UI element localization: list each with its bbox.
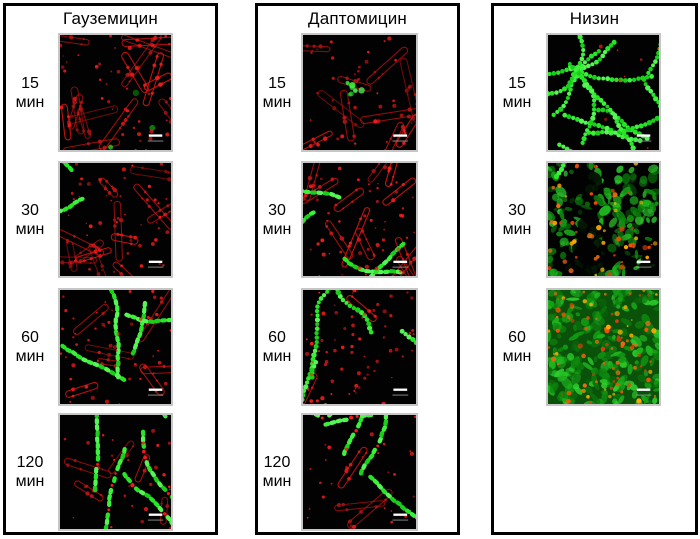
micrograph-image [60, 415, 171, 529]
panel-gausemycin: Гауземицин 15 мин 30 мин 60 мин 120 [3, 3, 218, 535]
time-unit: мин [262, 220, 292, 238]
time-unit: мин [502, 348, 532, 365]
micrograph [58, 288, 173, 406]
row-daptomycin-15min: 15 мин [258, 33, 457, 152]
time-label: 60 мин [494, 328, 540, 366]
time-label: 120 мин [6, 453, 54, 491]
time-unit: мин [262, 93, 292, 111]
time-label: 30 мин [494, 201, 540, 239]
time-value: 120 [263, 454, 291, 471]
row-gausemycin-30min: 30 мин [6, 161, 215, 278]
time-label: 30 мин [258, 201, 296, 239]
time-value: 15 [21, 74, 39, 92]
row-gausemycin-60min: 60 мин [6, 288, 215, 406]
panel-title-daptomycin: Даптомицин [307, 9, 408, 28]
time-unit: мин [15, 220, 45, 238]
micrograph-image [60, 290, 171, 404]
micrograph-image [548, 35, 659, 150]
time-value: 60 [508, 329, 526, 346]
time-unit: мин [15, 473, 45, 490]
micrograph [58, 161, 173, 278]
time-unit: мин [262, 473, 292, 490]
micrograph-image [303, 163, 416, 276]
time-label: 15 мин [6, 74, 54, 112]
row-nisin-60min: 60 мин [494, 288, 695, 406]
micrograph [301, 288, 418, 406]
panel-title-gausemycin: Гауземицин [63, 9, 158, 28]
time-label: 60 мин [258, 328, 296, 366]
time-value: 15 [268, 74, 286, 92]
row-nisin-30min: 30 мин [494, 161, 695, 278]
time-value: 30 [21, 201, 39, 219]
row-nisin-15min: 15 мин [494, 33, 695, 152]
time-value: 120 [16, 454, 44, 471]
micrograph-image [303, 35, 416, 150]
time-unit: мин [502, 220, 532, 238]
time-unit: мин [15, 93, 45, 111]
micrograph-image [303, 290, 416, 404]
panel-title-nisin: Низин [569, 9, 620, 28]
time-label: 60 мин [6, 328, 54, 366]
row-daptomycin-120min: 120 мин [258, 413, 457, 531]
time-label: 15 мин [494, 74, 540, 112]
time-unit: мин [262, 348, 292, 365]
micrograph [301, 33, 418, 152]
time-label: 120 мин [258, 453, 296, 491]
row-daptomycin-30min: 30 мин [258, 161, 457, 278]
micrograph-image [548, 163, 659, 276]
time-value: 30 [508, 201, 526, 219]
panel-nisin: Низин 15 мин 30 мин 60 мин [491, 3, 698, 535]
micrograph [546, 288, 661, 406]
micrograph [546, 33, 661, 152]
time-value: 30 [268, 201, 286, 219]
time-value: 15 [508, 74, 526, 92]
micrograph-image [548, 290, 659, 404]
panel-daptomycin: Даптомицин 15 мин 30 мин 60 мин 120 [255, 3, 460, 535]
micrograph [546, 161, 661, 278]
micrograph-image [60, 163, 171, 276]
row-daptomycin-60min: 60 мин [258, 288, 457, 406]
micrograph-image [60, 35, 171, 150]
row-gausemycin-15min: 15 мин [6, 33, 215, 152]
micrograph [301, 413, 418, 531]
time-label: 15 мин [258, 74, 296, 112]
micrograph-image [303, 415, 416, 529]
micrograph [58, 33, 173, 152]
micrograph [58, 413, 173, 531]
row-gausemycin-120min: 120 мин [6, 413, 215, 531]
micrograph [301, 161, 418, 278]
time-value: 60 [268, 329, 286, 346]
time-value: 60 [21, 329, 39, 346]
time-unit: мин [502, 93, 532, 111]
time-unit: мин [15, 348, 45, 365]
time-label: 30 мин [6, 201, 54, 239]
